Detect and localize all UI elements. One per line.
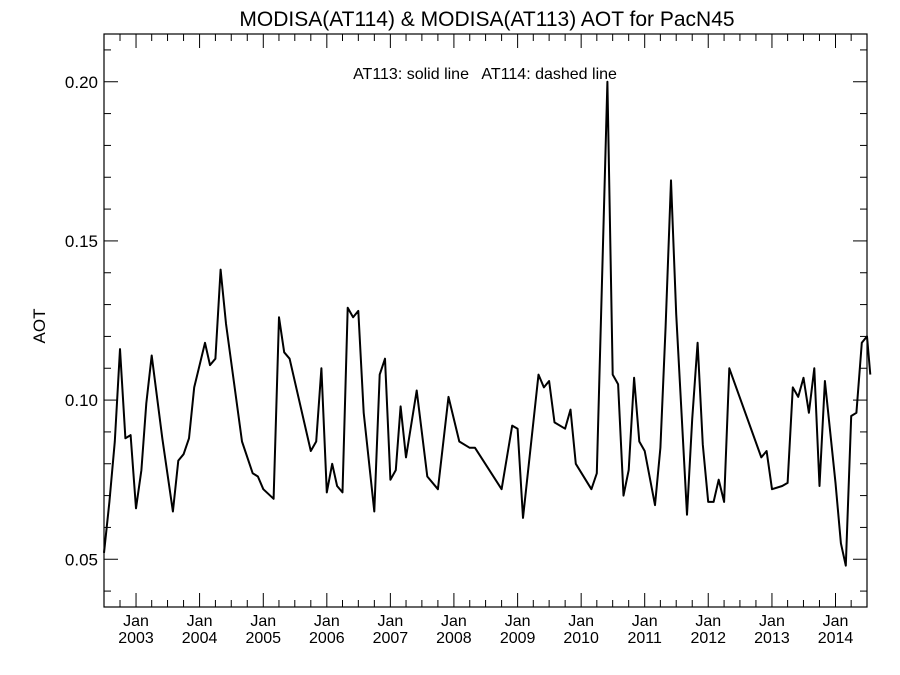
y-tick-label: 0.10 xyxy=(65,391,98,410)
x-tick-label-year: 2004 xyxy=(182,630,218,647)
x-tick-label-year: 2011 xyxy=(627,630,662,647)
x-tick-label-month: Jan xyxy=(377,613,403,630)
x-tick-label-month: Jan xyxy=(568,613,594,630)
chart-annotation: AT113: solid line AT114: dashed line xyxy=(353,66,617,83)
x-tick-label-month: Jan xyxy=(314,613,340,630)
x-tick-label-month: Jan xyxy=(250,613,276,630)
series-layer xyxy=(103,80,872,567)
x-tick-label-month: Jan xyxy=(123,613,149,630)
x-tick-label-month: Jan xyxy=(632,613,658,630)
x-tick-label-year: 2003 xyxy=(118,630,154,647)
x-tick-label-year: 2012 xyxy=(690,630,726,647)
y-axis-label: AOT xyxy=(30,309,49,344)
x-tick-label-year: 2013 xyxy=(754,630,790,647)
x-tick-label-month: Jan xyxy=(759,613,785,630)
x-tick-label-month: Jan xyxy=(823,613,849,630)
x-tick-label-year: 2009 xyxy=(500,630,536,647)
y-tick-label: 0.15 xyxy=(65,232,98,251)
x-tick-label-month: Jan xyxy=(695,613,721,630)
axis-ticks xyxy=(104,34,867,607)
x-tick-label-year: 2008 xyxy=(436,630,472,647)
series-line-solid xyxy=(103,80,872,567)
axis-tick-labels: 0.050.100.150.20Jan2003Jan2004Jan2005Jan… xyxy=(65,73,853,647)
x-tick-label-year: 2007 xyxy=(373,630,409,647)
x-tick-label-year: 2014 xyxy=(818,630,854,647)
x-tick-label-month: Jan xyxy=(505,613,531,630)
x-tick-label-month: Jan xyxy=(441,613,467,630)
x-tick-label-year: 2005 xyxy=(245,630,281,647)
chart-title: MODISA(AT114) & MODISA(AT113) AOT for Pa… xyxy=(239,8,734,31)
x-tick-label-year: 2006 xyxy=(309,630,345,647)
y-tick-label: 0.20 xyxy=(65,73,98,92)
y-tick-label: 0.05 xyxy=(65,550,98,569)
x-tick-label-year: 2010 xyxy=(563,630,599,647)
x-tick-label-month: Jan xyxy=(187,613,213,630)
